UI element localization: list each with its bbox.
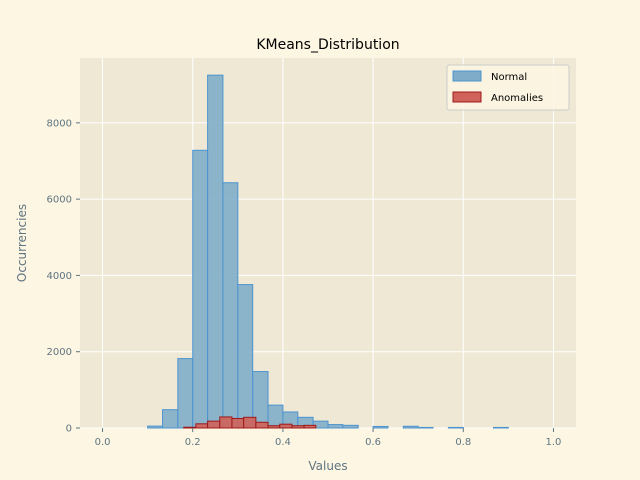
normal-bar xyxy=(177,358,194,429)
normal-bar xyxy=(372,425,389,429)
legend-swatch-anomalies xyxy=(452,91,482,103)
anomaly-bar xyxy=(231,417,245,429)
y-tick-label: 6000 xyxy=(47,195,72,206)
y-tick-label: 0 xyxy=(66,424,72,435)
chart-title: KMeans_Distribution xyxy=(256,37,399,53)
legend-label-anomalies: Anomalies xyxy=(491,93,543,104)
normal-bar xyxy=(207,74,224,429)
normal-bar xyxy=(192,149,209,429)
anomaly-bar xyxy=(255,421,269,429)
normal-bar xyxy=(222,182,239,429)
plot-area xyxy=(80,58,576,428)
anomaly-bar xyxy=(195,423,209,429)
normal-bar xyxy=(342,424,359,429)
x-tick-label: 0.8 xyxy=(455,437,471,448)
anomaly-bar xyxy=(303,424,317,429)
anomaly-bar xyxy=(207,420,221,429)
anomaly-bar xyxy=(183,426,197,429)
x-tick-label: 0.2 xyxy=(185,437,201,448)
normal-bar xyxy=(492,426,509,429)
x-tick-label: 0.6 xyxy=(365,437,381,448)
x-axis-label: Values xyxy=(308,459,347,473)
y-tick-label: 4000 xyxy=(47,271,72,282)
normal-bar xyxy=(162,409,179,429)
legend-swatch-normal xyxy=(452,70,482,82)
normal-bar xyxy=(417,426,434,429)
normal-bar xyxy=(447,426,464,429)
x-tick-label: 0.0 xyxy=(95,437,111,448)
anomaly-bar xyxy=(291,425,305,429)
normal-bar xyxy=(327,424,344,429)
axis-ticks: 0.0 0.2 0.4 0.6 0.8 1.0 0 2000 4000 6000 8000 xyxy=(47,118,562,448)
y-axis-label: Occurrencies xyxy=(15,204,29,282)
anomaly-bars xyxy=(183,416,317,429)
legend-label-normal: Normal xyxy=(491,72,527,83)
y-tick-label: 2000 xyxy=(47,347,72,358)
x-tick-label: 1.0 xyxy=(546,437,562,448)
normal-bar xyxy=(402,425,419,429)
x-tick-label: 0.4 xyxy=(275,437,291,448)
anomaly-bar xyxy=(219,416,233,429)
anomaly-bar xyxy=(279,423,293,429)
legend: Normal Anomalies xyxy=(446,64,570,111)
normal-bar xyxy=(237,284,254,429)
anomaly-bar xyxy=(243,416,257,429)
y-tick-label: 8000 xyxy=(47,118,72,129)
anomaly-bar xyxy=(267,425,281,429)
normal-bar xyxy=(147,425,164,429)
